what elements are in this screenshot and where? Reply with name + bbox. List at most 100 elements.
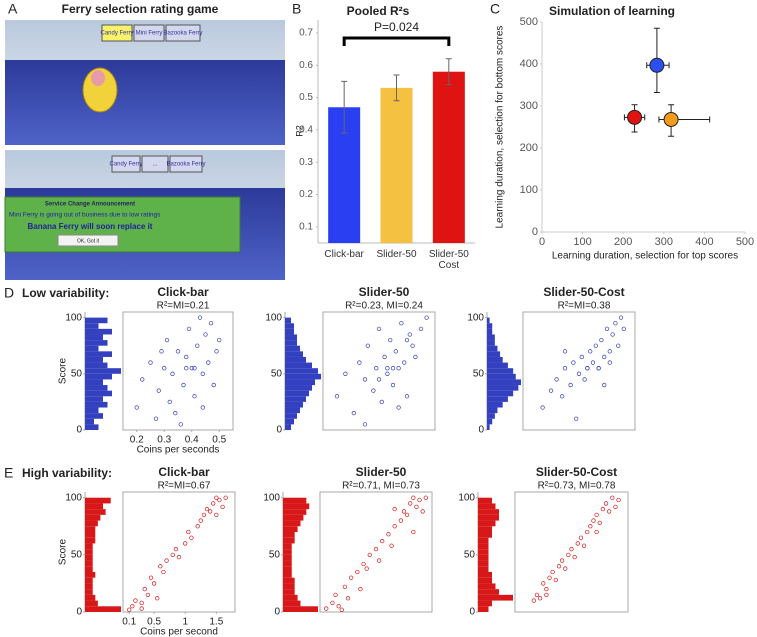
hist-bar xyxy=(85,385,108,391)
point xyxy=(176,554,182,560)
point xyxy=(201,512,207,518)
point xyxy=(379,399,384,405)
x-tick-label: 0.3 xyxy=(157,435,171,446)
x-tick-label: 0.2 xyxy=(130,435,144,446)
y-axis-label: Learning duration, selection for bottom … xyxy=(495,26,506,229)
row-label: High variability: xyxy=(22,466,112,480)
hist-bar xyxy=(283,526,298,532)
hist-bar xyxy=(478,606,489,612)
announcement-text: Banana Ferry will soon replace it xyxy=(28,222,153,231)
point xyxy=(134,405,139,410)
hist-bar xyxy=(283,560,292,567)
point xyxy=(607,349,612,354)
point xyxy=(560,394,565,399)
x-tick-label-box: Slider-50 Cost xyxy=(429,249,469,271)
point xyxy=(649,57,665,73)
panel-label: D xyxy=(4,285,14,301)
point xyxy=(663,111,679,127)
hist-bar xyxy=(85,520,98,527)
point xyxy=(576,371,582,376)
point xyxy=(392,524,397,529)
hist-bar xyxy=(283,600,301,607)
game-button xyxy=(169,155,203,173)
hist-bar xyxy=(85,560,93,567)
hist-bar xyxy=(285,407,300,414)
announcement-text: Mini Ferry is going out of business due … xyxy=(9,212,161,219)
y-tick-label: 0 xyxy=(469,607,475,618)
point xyxy=(541,581,546,586)
hist-bar xyxy=(85,340,108,346)
point xyxy=(175,349,181,354)
bar xyxy=(380,87,413,243)
point xyxy=(603,501,609,506)
point xyxy=(348,575,354,580)
point xyxy=(594,512,599,518)
point xyxy=(167,399,172,405)
hist-bar xyxy=(283,583,295,590)
hist-bar xyxy=(487,351,501,357)
point xyxy=(192,366,197,371)
point xyxy=(386,532,391,537)
point xyxy=(162,366,167,371)
error-bar xyxy=(393,74,400,102)
hist-bar xyxy=(487,356,503,363)
hist-bar xyxy=(85,317,108,324)
button-label: Mini Ferry xyxy=(136,31,163,37)
point xyxy=(582,377,587,382)
x-axis-label: Coins per seconds xyxy=(137,445,220,456)
point xyxy=(390,366,396,371)
point xyxy=(204,506,210,512)
game-button xyxy=(141,155,169,173)
point xyxy=(362,377,368,382)
y-tick-label: 50 xyxy=(71,368,83,379)
point xyxy=(181,382,186,388)
point xyxy=(207,509,213,514)
hist-bar xyxy=(487,424,490,430)
point xyxy=(358,586,363,592)
point xyxy=(563,566,568,571)
y-axis-label: Score xyxy=(58,358,69,385)
point xyxy=(607,509,612,514)
point xyxy=(186,326,192,332)
button-label: Bazooka Ferry xyxy=(163,31,202,37)
hist-bar xyxy=(85,549,93,555)
point xyxy=(324,606,329,611)
hist-bar xyxy=(283,566,292,572)
ok-button-label: OK, Got it xyxy=(77,238,100,244)
point xyxy=(604,326,610,332)
point xyxy=(374,366,379,371)
plot-frame xyxy=(122,311,234,431)
point xyxy=(540,405,545,410)
point xyxy=(414,504,419,510)
button-label: ... xyxy=(152,162,157,168)
x-tick-label: 0 xyxy=(539,236,545,248)
hist-bar xyxy=(487,401,503,408)
point xyxy=(556,564,562,569)
point xyxy=(203,332,208,337)
hist-bar xyxy=(283,497,307,504)
point xyxy=(153,416,159,421)
hist-bar xyxy=(478,594,513,601)
point xyxy=(613,321,618,326)
point xyxy=(390,382,396,388)
hist-bar xyxy=(487,368,514,374)
point xyxy=(610,332,615,337)
hist-bar xyxy=(285,401,303,408)
point xyxy=(140,377,145,382)
y-tick-label: 0.1 xyxy=(299,221,313,232)
y-tick-label: 100 xyxy=(458,492,475,503)
point xyxy=(407,332,412,337)
chart-title: Slider-50 xyxy=(359,285,410,299)
hist-bar xyxy=(478,543,489,550)
hist-bar xyxy=(85,543,93,550)
hist-bar xyxy=(85,583,93,590)
point xyxy=(184,354,189,360)
y-tick-label: 50 xyxy=(269,549,281,560)
game-title: Ferry selection rating game xyxy=(62,2,219,16)
x-tick-label: Click-bar xyxy=(324,249,364,260)
point xyxy=(198,518,203,523)
hist-bar xyxy=(478,560,489,567)
panel-label: E xyxy=(4,465,13,481)
point xyxy=(389,543,394,548)
hist-bar xyxy=(478,514,499,521)
